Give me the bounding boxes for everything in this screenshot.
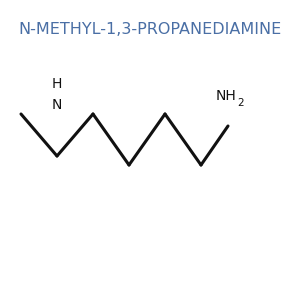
Text: N-METHYL-1,3-PROPANEDIAMINE: N-METHYL-1,3-PROPANEDIAMINE bbox=[18, 22, 282, 38]
Text: N: N bbox=[52, 98, 62, 112]
Text: NH: NH bbox=[216, 89, 237, 103]
Text: H: H bbox=[52, 77, 62, 91]
Text: 2: 2 bbox=[238, 98, 244, 109]
